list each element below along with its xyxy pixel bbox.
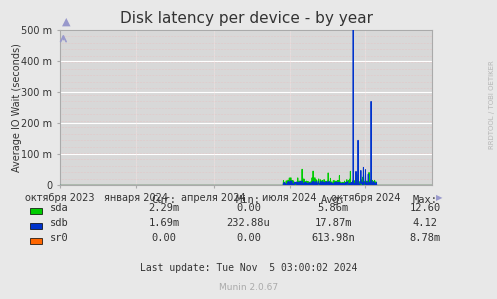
Text: 5.86m: 5.86m xyxy=(318,203,348,213)
Text: sr0: sr0 xyxy=(50,233,69,243)
Text: 8.78m: 8.78m xyxy=(410,233,440,243)
Text: Max:: Max: xyxy=(413,195,437,205)
Text: sda: sda xyxy=(50,203,69,213)
Text: ▲: ▲ xyxy=(62,17,70,27)
Y-axis label: Average IO Wait (seconds): Average IO Wait (seconds) xyxy=(12,43,22,172)
Text: RRDTOOL / TOBI OETIKER: RRDTOOL / TOBI OETIKER xyxy=(489,60,495,149)
Text: 0.00: 0.00 xyxy=(152,233,176,243)
Text: Cur:: Cur: xyxy=(152,195,176,205)
Text: 613.98n: 613.98n xyxy=(311,233,355,243)
Text: 0.00: 0.00 xyxy=(236,203,261,213)
Text: 2.29m: 2.29m xyxy=(149,203,179,213)
Text: Min:: Min: xyxy=(236,195,261,205)
Text: 0.00: 0.00 xyxy=(236,233,261,243)
Text: ▶: ▶ xyxy=(436,193,443,202)
Text: 4.12: 4.12 xyxy=(413,218,437,228)
Text: sdb: sdb xyxy=(50,218,69,228)
Title: Disk latency per device - by year: Disk latency per device - by year xyxy=(119,11,373,26)
Text: 12.60: 12.60 xyxy=(410,203,440,213)
Text: Munin 2.0.67: Munin 2.0.67 xyxy=(219,283,278,292)
Text: Last update: Tue Nov  5 03:00:02 2024: Last update: Tue Nov 5 03:00:02 2024 xyxy=(140,263,357,273)
Text: 17.87m: 17.87m xyxy=(314,218,352,228)
Text: 232.88u: 232.88u xyxy=(227,218,270,228)
Text: Avg:: Avg: xyxy=(321,195,345,205)
Text: 1.69m: 1.69m xyxy=(149,218,179,228)
